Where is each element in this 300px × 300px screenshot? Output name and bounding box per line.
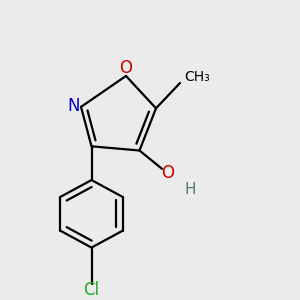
Text: H: H	[185, 182, 196, 196]
Text: N: N	[68, 97, 80, 115]
Text: O: O	[161, 164, 175, 182]
Text: O: O	[119, 58, 133, 76]
Text: Cl: Cl	[83, 281, 100, 299]
Text: CH₃: CH₃	[184, 70, 210, 83]
